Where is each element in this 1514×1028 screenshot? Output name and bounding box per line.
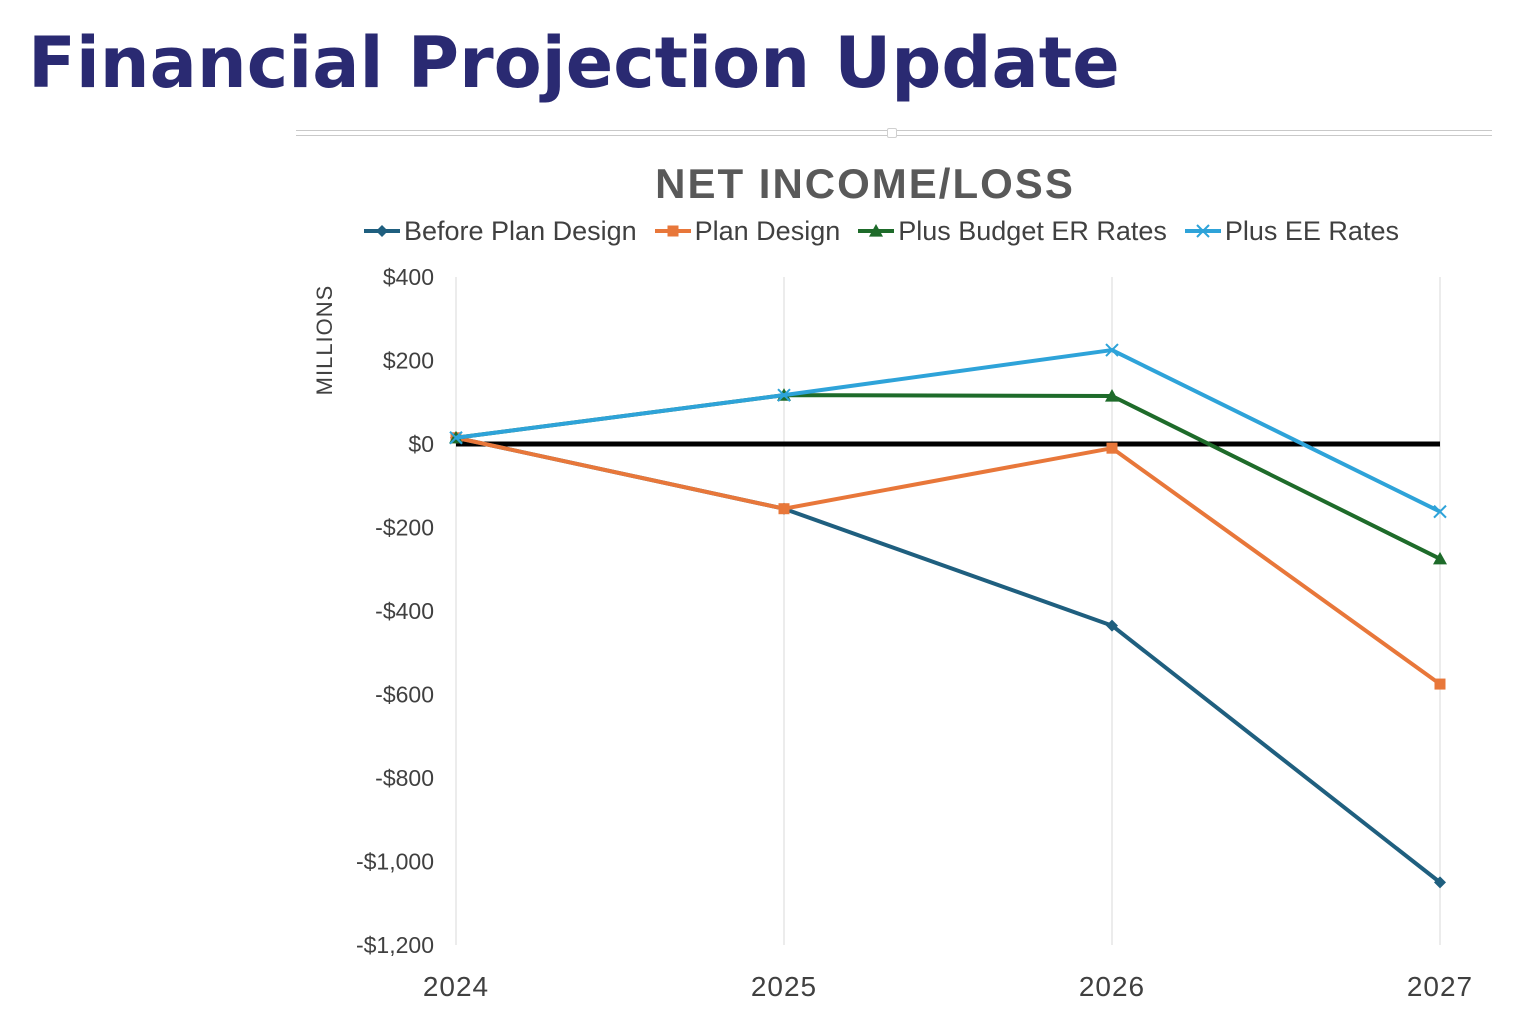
- series-3-point-0: [449, 431, 463, 445]
- series-3-point-2: [1105, 343, 1119, 357]
- legend-label-0: Before Plan Design: [404, 215, 637, 246]
- y-tick-label-2: $0: [408, 431, 434, 457]
- x-tick-label-0: 2024: [423, 971, 489, 1002]
- series-2-point-3: [1433, 551, 1447, 565]
- legend-item-2: Plus Budget ER Rates: [856, 216, 1167, 247]
- legend-label-1: Plan Design: [694, 215, 841, 246]
- legend-swatch-2: [858, 224, 895, 237]
- x-tick-label-2: 2026: [1079, 971, 1145, 1002]
- divider-handle: [887, 128, 897, 138]
- legend-marker-2: [869, 224, 884, 237]
- series-line-3: [455, 348, 1441, 514]
- series-line-0: [455, 435, 1442, 884]
- series-1-point-2: [1106, 442, 1118, 454]
- x-tick-label-1: 2025: [751, 971, 817, 1002]
- legend-swatch-0: [364, 225, 400, 237]
- y-tick-label-1: $200: [383, 348, 434, 374]
- y-tick-label-6: -$800: [375, 765, 434, 791]
- series-0-point-2: [1106, 619, 1118, 632]
- y-tick-label-4: -$400: [375, 598, 434, 624]
- legend-marker-1: [667, 225, 679, 237]
- legend-item-3: Plus EE Rates: [1183, 216, 1399, 247]
- x-tick-label-3: 2027: [1407, 971, 1473, 1002]
- legend-swatch-3: [1184, 224, 1221, 238]
- series-1-point-3: [1434, 678, 1446, 690]
- series-0-point-3: [1434, 876, 1446, 889]
- series-3-point-1: [777, 388, 791, 402]
- series-2-point-2: [1105, 388, 1119, 402]
- y-tick-label-5: -$600: [375, 682, 434, 708]
- y-tick-label-0: $400: [383, 264, 434, 290]
- legend-marker-3: [1196, 224, 1210, 238]
- legend-item-0: Before Plan Design: [362, 216, 637, 247]
- series-3-point-3: [1433, 504, 1447, 519]
- series-line-1: [455, 435, 1442, 686]
- legend-label-3: Plus EE Rates: [1224, 215, 1399, 246]
- slide-title: Financial Projection Update: [28, 22, 1120, 104]
- series-1-point-1: [778, 503, 790, 515]
- chart-legend: Before Plan Design Plan Design Plus Budg…: [362, 214, 1415, 248]
- legend-marker-0: [376, 225, 388, 237]
- chart-title: NET INCOME/LOSS: [655, 160, 1075, 207]
- y-tick-label-3: -$200: [375, 515, 434, 541]
- legend-item-1: Plan Design: [653, 215, 841, 247]
- y-tick-label-8: -$1,200: [356, 932, 434, 958]
- y-tick-label-7: -$1,000: [356, 849, 434, 875]
- legend-label-2: Plus Budget ER Rates: [898, 215, 1167, 246]
- legend-swatch-1: [654, 225, 691, 237]
